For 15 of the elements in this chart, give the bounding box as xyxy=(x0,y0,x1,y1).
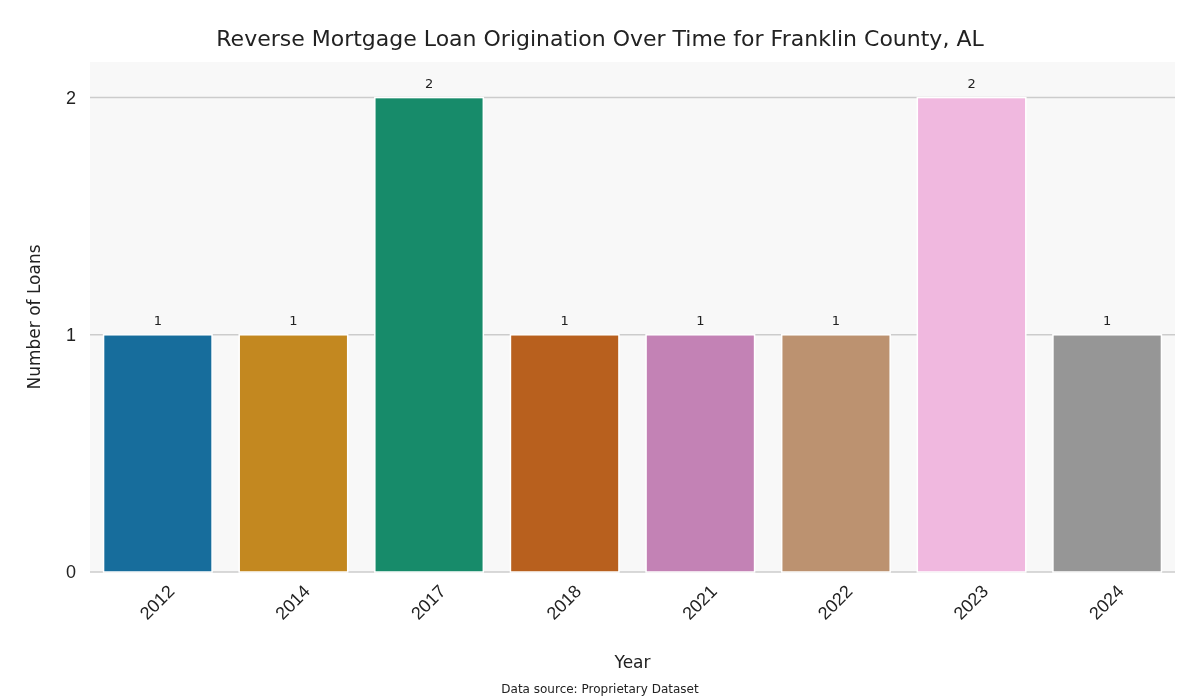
data-label: 1 xyxy=(696,312,705,328)
y-tick-label: 2 xyxy=(65,87,76,108)
data-label: 1 xyxy=(831,312,841,328)
data-label: 1 xyxy=(1103,312,1112,328)
data-label: 2 xyxy=(424,75,434,91)
y-axis-title: Number of Loans xyxy=(24,244,44,390)
data-label: 2 xyxy=(967,75,976,91)
y-tick-label: 1 xyxy=(65,325,76,346)
source-note: Data source: Proprietary Dataset xyxy=(501,682,699,696)
data-label: 1 xyxy=(560,312,569,328)
y-tick-label: 0 xyxy=(65,562,76,583)
data-label: 1 xyxy=(153,312,162,328)
data-label: 1 xyxy=(289,312,298,328)
chart-title: Reverse Mortgage Loan Origination Over Time for Franklin County, AL xyxy=(216,26,985,51)
x-axis-title: Year xyxy=(613,652,651,672)
